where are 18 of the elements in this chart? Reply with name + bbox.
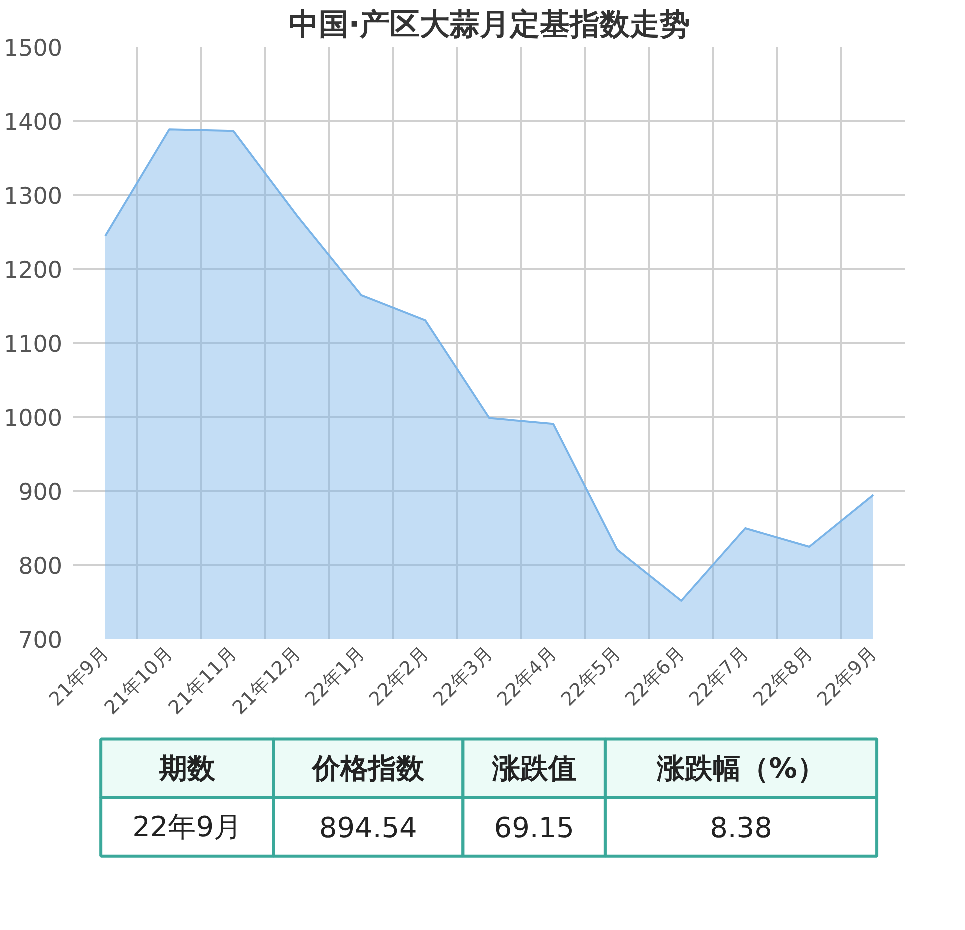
text: 22年9月 — [132, 810, 242, 844]
y-tick-label: 700 — [18, 628, 63, 654]
text: 894.54 — [319, 812, 418, 845]
y-tick-label: 1200 — [4, 258, 63, 284]
y-tick-label: 1300 — [4, 184, 63, 210]
y-tick-label: 1100 — [4, 332, 63, 358]
text: 8.38 — [710, 812, 772, 845]
text: 涨跌幅（%） — [656, 752, 826, 786]
y-tick-label: 800 — [18, 554, 63, 580]
text: 价格指数 — [311, 752, 426, 786]
text: 涨跌值 — [491, 752, 576, 786]
y-tick-label: 900 — [18, 480, 63, 506]
y-tick-label: 1400 — [4, 110, 63, 136]
text: 69.15 — [494, 812, 574, 845]
chart-title: 中国·产区大蒜月定基指数走势 — [288, 8, 690, 42]
y-tick-label: 1500 — [4, 36, 63, 62]
y-tick-label: 1000 — [4, 406, 63, 432]
text: 期数 — [158, 752, 216, 786]
